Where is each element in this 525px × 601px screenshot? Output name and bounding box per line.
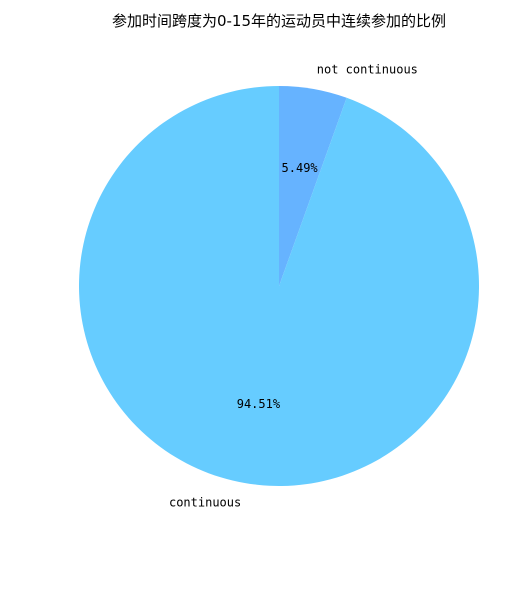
slice-category-label: not continuous (317, 62, 418, 76)
pie-slices (79, 86, 480, 486)
chart-title: 参加时间跨度为0-15年的运动员中连续参加的比例 (112, 12, 446, 30)
pie-slice-2 (79, 86, 480, 486)
slice-percentage-label: 94.51% (237, 397, 281, 411)
pie-slice-1 (279, 86, 347, 286)
slice-category-label: continuous (169, 496, 241, 510)
pie-labels: 5.49% not continuous 94.51% continuous (169, 62, 418, 509)
slice-percentage-label: 5.49% (282, 161, 319, 175)
